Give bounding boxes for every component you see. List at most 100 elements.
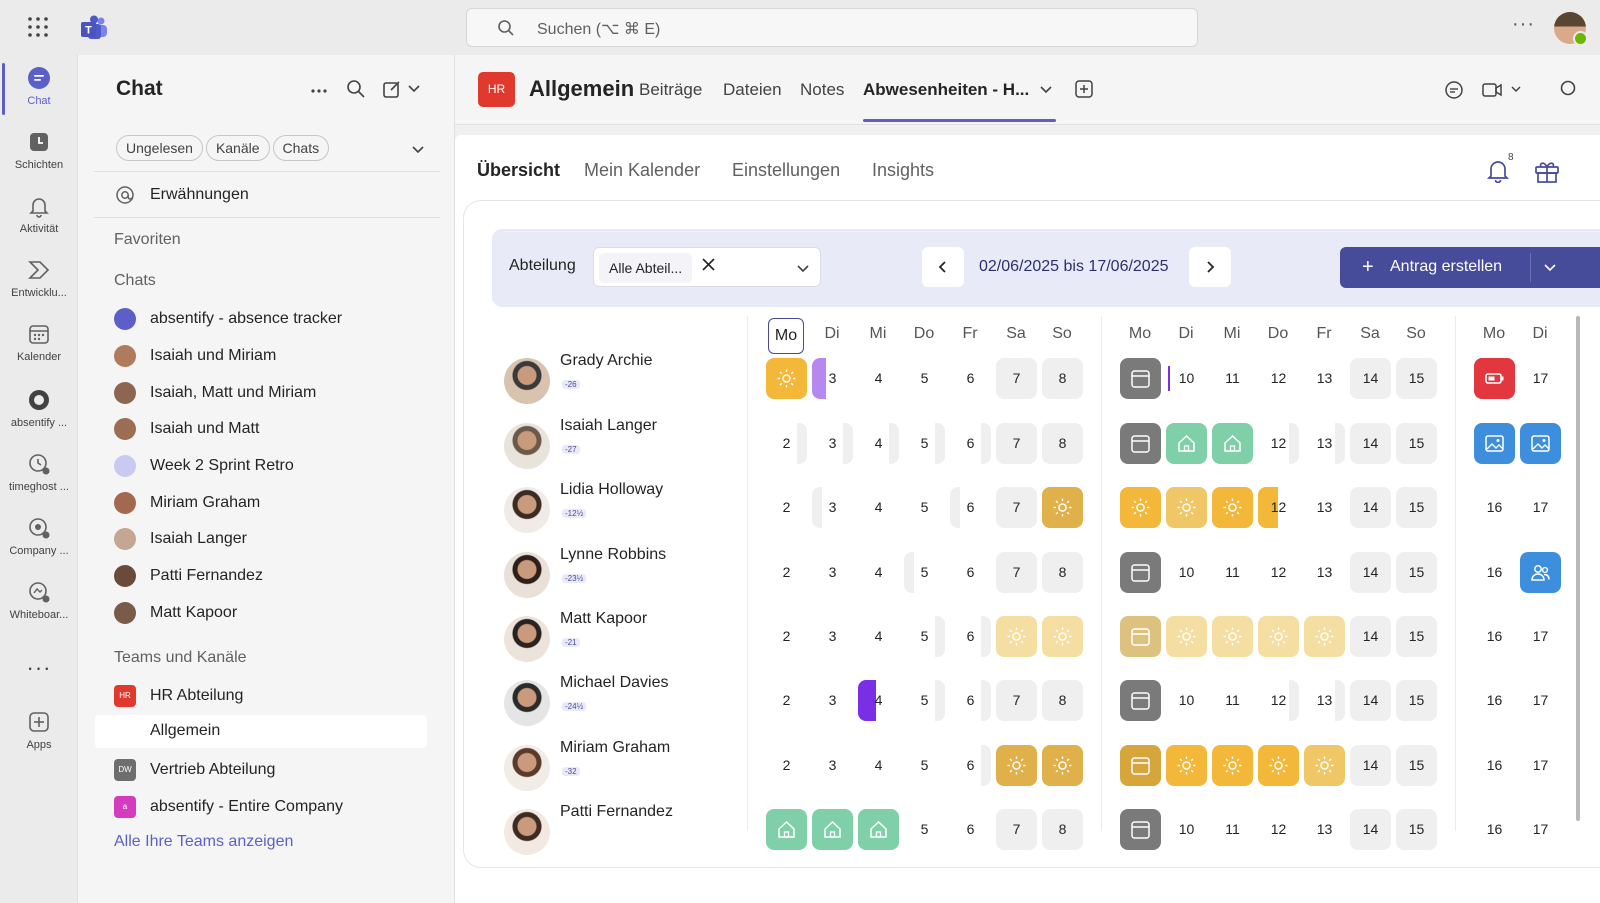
home-office-cell[interactable] <box>812 809 853 850</box>
vacation-day-cell[interactable] <box>1258 745 1299 786</box>
calendar-week-cell[interactable] <box>1120 745 1161 786</box>
vacation-day-cell[interactable] <box>1166 487 1207 528</box>
day-cell[interactable]: 3 <box>812 552 853 593</box>
home-office-cell[interactable] <box>858 809 899 850</box>
calendar-week-cell[interactable] <box>1120 358 1161 399</box>
day-cell[interactable]: 3 <box>812 616 853 657</box>
day-cell[interactable]: 11 <box>1212 358 1253 399</box>
day-cell[interactable]: 4 <box>858 616 899 657</box>
tab-notes[interactable]: Notes <box>800 80 845 99</box>
vacation-day-cell[interactable] <box>1120 487 1161 528</box>
show-all-teams-link[interactable]: Alle Ihre Teams anzeigen <box>114 833 294 850</box>
day-cell[interactable]: 12 <box>1258 358 1299 399</box>
day-cell[interactable]: 14 <box>1350 616 1391 657</box>
day-cell[interactable]: 3 <box>812 487 853 528</box>
day-cell[interactable]: 10 <box>1166 358 1207 399</box>
tab-absences[interactable]: Abwesenheiten - H... <box>863 80 1030 99</box>
more-apps-icon[interactable]: ··· <box>26 655 52 680</box>
day-cell[interactable]: 4 <box>858 423 899 464</box>
home-office-cell[interactable] <box>766 809 807 850</box>
day-cell[interactable]: 2 <box>766 745 807 786</box>
day-cell[interactable]: 3 <box>812 680 853 721</box>
chat-list-item[interactable]: Week 2 Sprint Retro <box>114 452 444 480</box>
create-request-button[interactable]: + Antrag erstellen <box>1340 247 1600 288</box>
more-options-icon[interactable] <box>310 88 328 94</box>
chevron-down-icon[interactable] <box>408 85 420 93</box>
add-tab-icon[interactable] <box>1074 79 1096 101</box>
rail-item-whiteboard[interactable]: Whiteboar... <box>0 579 78 621</box>
day-cell[interactable]: 7 <box>996 423 1037 464</box>
day-cell[interactable]: 10 <box>1166 552 1207 593</box>
day-cell[interactable]: 17 <box>1520 745 1561 786</box>
day-cell[interactable]: 13 <box>1304 809 1345 850</box>
tab-posts[interactable]: Beiträge <box>639 80 703 99</box>
chat-list-item[interactable]: Miriam Graham <box>114 489 444 517</box>
calendar-week-cell[interactable] <box>1120 552 1161 593</box>
day-cell[interactable]: 12 <box>1258 680 1299 721</box>
person-row-label[interactable]: Patti Fernandez <box>504 799 744 859</box>
search-input[interactable]: Suchen (⌥ ⌘ E) <box>466 8 1198 47</box>
day-cell[interactable]: 5 <box>904 358 945 399</box>
day-cell[interactable]: 5 <box>904 487 945 528</box>
day-cell[interactable]: 5 <box>904 616 945 657</box>
rail-item-absentify[interactable]: absentify ... <box>0 387 78 429</box>
close-icon[interactable] <box>702 258 715 271</box>
search-icon[interactable] <box>346 79 366 99</box>
vacation-day-cell[interactable] <box>1166 745 1207 786</box>
filter-unread[interactable]: Ungelesen <box>116 135 203 161</box>
day-cell[interactable]: 7 <box>996 358 1037 399</box>
day-cell[interactable]: 15 <box>1396 616 1437 657</box>
conversation-icon[interactable] <box>1443 79 1465 101</box>
chat-list-item[interactable]: Matt Kapoor <box>114 599 444 627</box>
day-cell[interactable]: 2 <box>766 423 807 464</box>
day-cell[interactable]: 14 <box>1350 745 1391 786</box>
person-row-label[interactable]: Michael Davies -24½ <box>504 670 744 730</box>
day-cell[interactable]: 12 <box>1258 552 1299 593</box>
new-chat-icon[interactable] <box>382 79 402 99</box>
day-cell[interactable]: 6 <box>950 552 991 593</box>
day-cell[interactable]: 14 <box>1350 680 1391 721</box>
day-cell[interactable]: 15 <box>1396 745 1437 786</box>
day-cell[interactable]: 4 <box>858 552 899 593</box>
day-cell[interactable]: 15 <box>1396 487 1437 528</box>
team-list-item[interactable]: a absentify - Entire Company <box>114 793 444 821</box>
day-cell[interactable]: 8 <box>1042 809 1083 850</box>
calendar-week-cell[interactable] <box>1120 809 1161 850</box>
day-cell[interactable]: 5 <box>904 809 945 850</box>
chevron-down-icon[interactable] <box>1510 84 1532 106</box>
day-cell[interactable]: 17 <box>1520 487 1561 528</box>
chats-header[interactable]: Chats <box>114 272 156 289</box>
rail-item-developer[interactable]: Entwicklu... <box>0 257 78 299</box>
filter-channels[interactable]: Kanäle <box>205 135 270 161</box>
rail-item-chat[interactable]: Chat <box>0 65 78 107</box>
day-cell[interactable]: 14 <box>1350 552 1391 593</box>
person-row-label[interactable]: Isaiah Langer -27 <box>504 413 744 473</box>
pending-vacation-cell[interactable] <box>1212 616 1253 657</box>
day-cell[interactable]: 8 <box>1042 423 1083 464</box>
chat-list-item[interactable]: absentify - absence tracker <box>114 305 444 333</box>
day-cell[interactable]: 13 <box>1304 487 1345 528</box>
pending-vacation-cell[interactable] <box>1304 616 1345 657</box>
vacation-day-cell[interactable] <box>1042 487 1083 528</box>
day-cell[interactable]: 3 <box>812 358 853 399</box>
scrollbar[interactable] <box>1576 316 1580 821</box>
calendar-week-cell[interactable] <box>1120 423 1161 464</box>
day-cell[interactable]: 11 <box>1212 809 1253 850</box>
notifications-bell-icon[interactable] <box>1485 157 1511 183</box>
day-cell[interactable]: 8 <box>1042 680 1083 721</box>
day-cell[interactable]: 17 <box>1520 616 1561 657</box>
day-cell[interactable]: 4 <box>858 487 899 528</box>
vacation-day-cell[interactable] <box>1212 745 1253 786</box>
vacation-day-cell[interactable] <box>1212 487 1253 528</box>
day-cell[interactable]: 7 <box>996 552 1037 593</box>
chevron-down-icon[interactable] <box>411 143 425 157</box>
rail-item-company[interactable]: Company ... <box>0 515 78 557</box>
chat-list-item[interactable]: Isaiah Langer <box>114 525 444 553</box>
day-cell[interactable]: 14 <box>1350 487 1391 528</box>
day-cell[interactable]: 15 <box>1396 680 1437 721</box>
calendar-week-cell[interactable] <box>1120 680 1161 721</box>
filter-chats[interactable]: Chats <box>272 135 330 161</box>
tab-overview[interactable]: Übersicht <box>477 160 561 180</box>
day-cell[interactable]: 16 <box>1474 809 1515 850</box>
day-cell[interactable]: 7 <box>996 809 1037 850</box>
